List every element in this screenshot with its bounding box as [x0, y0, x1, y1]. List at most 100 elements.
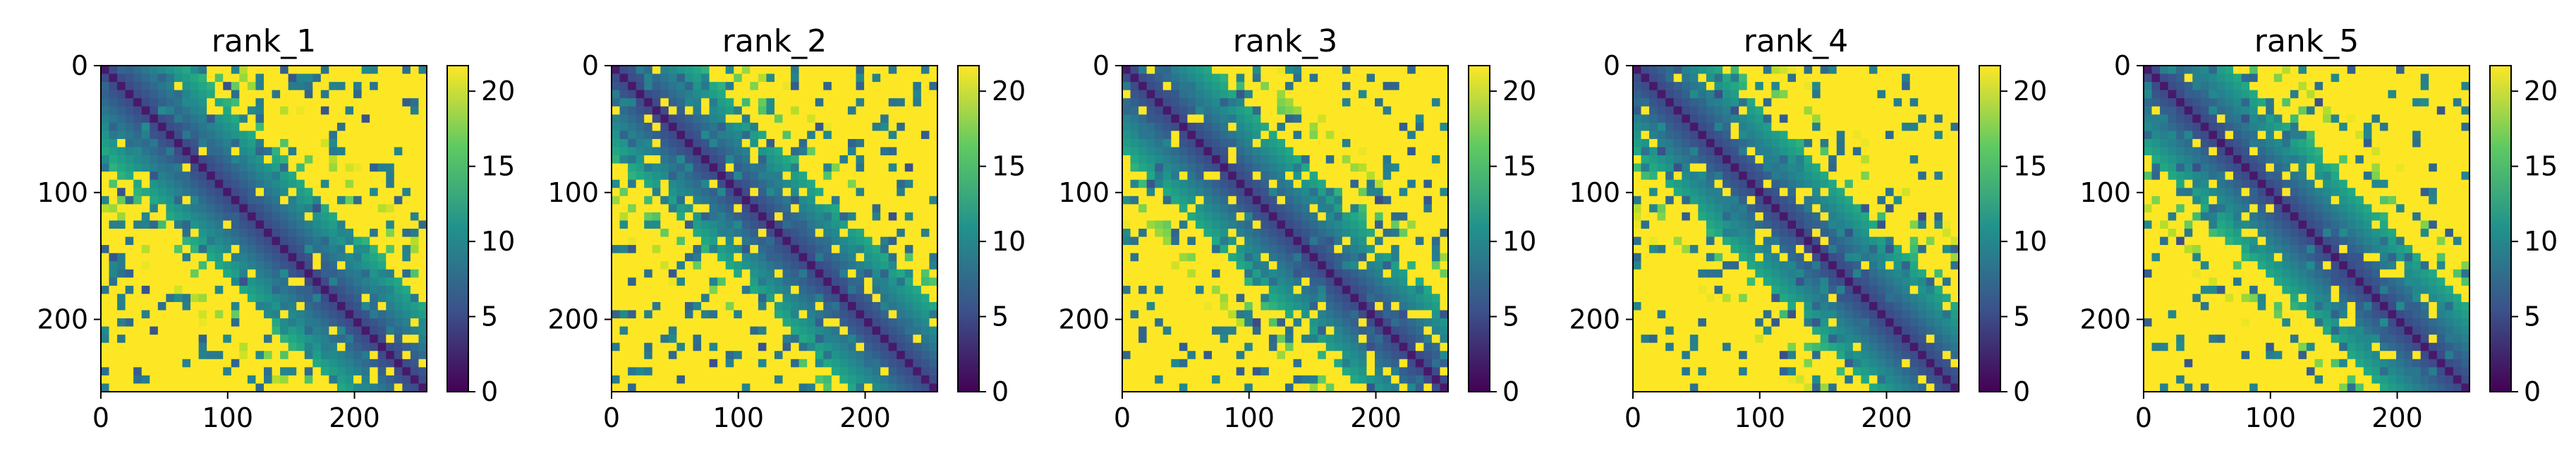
heatmap-cell	[734, 342, 743, 351]
heatmap-cell	[1171, 277, 1180, 287]
heatmap-cell	[1146, 188, 1155, 197]
heatmap-cell	[636, 294, 645, 303]
heatmap-cell	[1375, 326, 1384, 335]
heatmap-cell	[247, 114, 257, 124]
heatmap-cell	[701, 179, 710, 188]
heatmap-cell	[1383, 147, 1392, 156]
heatmap-cell	[1391, 359, 1400, 368]
heatmap-cell	[774, 253, 784, 262]
heatmap-cell	[897, 351, 906, 360]
heatmap-cell	[1293, 90, 1302, 99]
heatmap-cell	[247, 261, 257, 270]
heatmap-cell	[815, 383, 824, 392]
heatmap-cell	[660, 204, 669, 213]
heatmap-cell	[150, 229, 159, 238]
heatmap-cell	[1138, 220, 1148, 229]
heatmap-cell	[1228, 122, 1237, 131]
heatmap-cell	[652, 66, 661, 75]
heatmap-cell	[766, 106, 775, 115]
heatmap-cell	[774, 359, 784, 368]
heatmap-cell	[223, 106, 232, 115]
heatmap-cell	[255, 310, 265, 319]
heatmap-cell	[628, 261, 637, 270]
heatmap-cell	[1277, 196, 1286, 205]
heatmap-cell	[264, 318, 273, 327]
heatmap-cell	[109, 73, 118, 83]
heatmap-cell	[304, 261, 313, 270]
heatmap-cell	[361, 229, 370, 238]
heatmap-cell	[141, 294, 150, 303]
heatmap-cell	[1260, 188, 1270, 197]
heatmap-cell	[1358, 163, 1368, 172]
heatmap-cell	[1138, 245, 1148, 254]
heatmap-cell	[1399, 359, 1408, 368]
heatmap-cell	[386, 147, 395, 156]
heatmap-cell	[1325, 335, 1335, 344]
heatmap-cell	[758, 285, 767, 294]
heatmap-cell	[133, 131, 142, 140]
heatmap-cell	[798, 66, 808, 75]
heatmap-cell	[628, 196, 637, 205]
heatmap-cell	[676, 261, 686, 270]
heatmap-cell	[668, 90, 677, 99]
heatmap-cell	[320, 229, 329, 238]
heatmap-cell	[1252, 375, 1261, 385]
heatmap-cell	[336, 301, 346, 311]
heatmap-cell	[239, 155, 248, 164]
heatmap-cell	[1187, 294, 1196, 303]
heatmap-cell	[1212, 114, 1221, 124]
heatmap-cell	[239, 359, 248, 368]
heatmap-cell	[1407, 82, 1416, 91]
heatmap-cell	[264, 90, 273, 99]
heatmap-cell	[150, 367, 159, 376]
heatmap-cell	[619, 253, 628, 262]
heatmap-cell	[1431, 172, 1441, 181]
heatmap-cell	[701, 220, 710, 229]
heatmap-cell	[264, 179, 273, 188]
heatmap-cell	[815, 212, 824, 222]
heatmap-cell	[1334, 90, 1343, 99]
heatmap-cell	[1212, 106, 1221, 115]
heatmap-cell	[133, 294, 142, 303]
heatmap-cell	[913, 301, 922, 311]
heatmap-cell	[1375, 359, 1384, 368]
heatmap-cell	[1415, 122, 1424, 131]
heatmap-cell	[619, 66, 628, 75]
heatmap-cell	[1301, 229, 1311, 238]
heatmap-cell	[1293, 318, 1302, 327]
heatmap-cell	[264, 285, 273, 294]
heatmap-cell	[101, 106, 110, 115]
heatmap-cell	[750, 294, 759, 303]
heatmap-cell	[1350, 220, 1359, 229]
heatmap-cell	[1325, 277, 1335, 287]
heatmap-cell	[798, 342, 808, 351]
heatmap-cell	[734, 301, 743, 311]
heatmap-cell	[125, 147, 134, 156]
heatmap-cell	[1277, 229, 1286, 238]
heatmap-cell	[676, 301, 686, 311]
heatmap-cell	[280, 122, 289, 131]
heatmap-cell	[1195, 90, 1205, 99]
heatmap-cell	[750, 269, 759, 278]
heatmap-cell	[345, 138, 354, 148]
heatmap-cell	[410, 138, 420, 148]
heatmap-cell	[929, 122, 938, 131]
heatmap-cell	[1130, 310, 1139, 319]
heatmap-cell	[839, 310, 849, 319]
heatmap-cell	[644, 342, 653, 351]
heatmap-cell	[831, 229, 840, 238]
heatmap-cell	[823, 253, 832, 262]
heatmap-cell	[1212, 122, 1221, 131]
heatmap-cell	[758, 179, 767, 188]
heatmap-cell	[1138, 229, 1148, 238]
heatmap-cell	[701, 212, 710, 222]
colorbar-tick-label: 10	[1502, 226, 1536, 257]
heatmap-cell	[1407, 196, 1416, 205]
heatmap-cell	[921, 269, 930, 278]
heatmap-cell	[320, 253, 329, 262]
colorbar-tick-label: 15	[992, 151, 1026, 182]
heatmap-cell	[1383, 383, 1392, 392]
heatmap-cell	[701, 253, 710, 262]
heatmap-cell	[418, 375, 427, 385]
heatmap-cell	[272, 172, 281, 181]
